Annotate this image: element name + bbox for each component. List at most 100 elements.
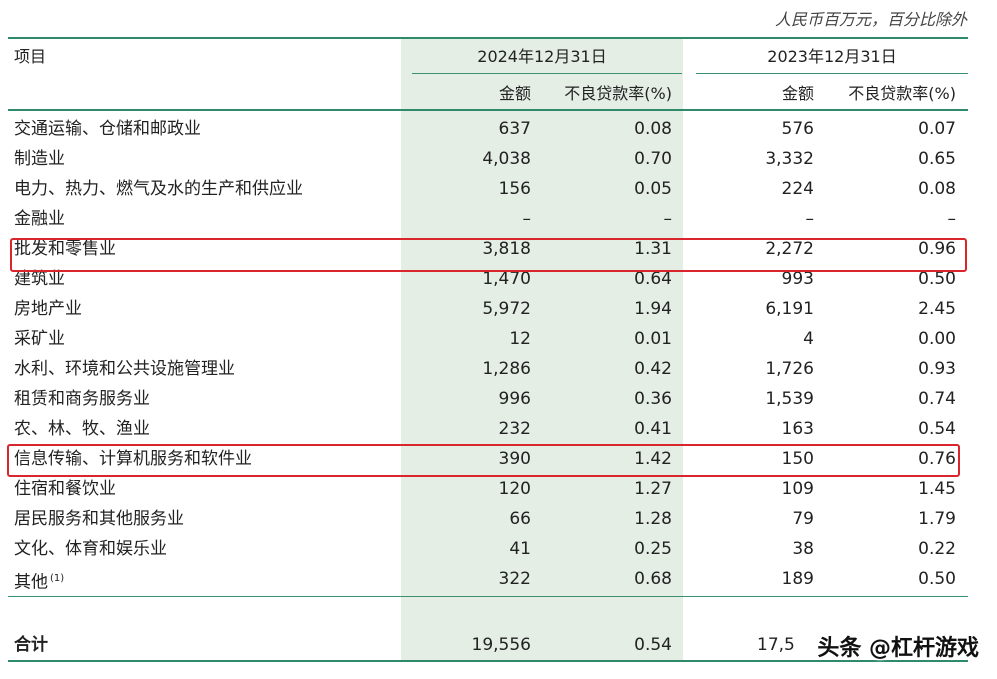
npl-ratio-2023: 0.96: [918, 239, 956, 259]
row-label: 金融业: [14, 209, 65, 229]
header-amount-2023: 金额: [781, 84, 814, 103]
row-label: 电力、热力、燃气及水的生产和供应业: [14, 179, 303, 199]
header-amount-2024: 金额: [498, 84, 531, 103]
amount-2024: 4,038: [482, 149, 531, 169]
amount-2024: 996: [498, 389, 531, 409]
npl-ratio-2024: 1.31: [634, 239, 672, 259]
npl-ratio-2023: 1.45: [918, 479, 956, 499]
amount-2024: 1,470: [482, 269, 531, 289]
npl-ratio-2023: –: [947, 209, 957, 229]
npl-ratio-2024: 0.08: [634, 119, 672, 139]
npl-ratio-2023: 0.08: [918, 179, 956, 199]
npl-ratio-2023: 0.00: [918, 329, 956, 349]
header-item-label: 项目: [14, 47, 47, 66]
npl-ratio-2024: 0.25: [634, 539, 672, 559]
header-bottom-rule: [8, 109, 968, 111]
npl-ratio-2024: 0.42: [634, 359, 672, 379]
amount-2023: –: [805, 209, 815, 229]
total-amount-2023: 17,5: [757, 635, 795, 655]
amount-2023: 189: [781, 569, 814, 589]
npl-ratio-2024: 1.28: [634, 509, 672, 529]
npl-ratio-2024: 0.68: [634, 569, 672, 589]
amount-2024: 3,818: [482, 239, 531, 259]
npl-ratio-2024: 0.01: [634, 329, 672, 349]
header-npl-ratio-2024: 不良贷款率(%): [564, 84, 672, 103]
npl-ratio-2023: 0.54: [918, 419, 956, 439]
bottom-rule: [8, 660, 968, 662]
header-period-2024: 2024年12月31日: [477, 47, 607, 66]
pre-total-rule: [8, 596, 968, 597]
npl-ratio-2023: 0.93: [918, 359, 956, 379]
highlight-column-2024: [401, 38, 683, 661]
footnote-marker: (1): [50, 573, 65, 584]
row-label: 水利、环境和公共设施管理业: [14, 359, 235, 379]
amount-2023: 79: [792, 509, 814, 529]
amount-2023: 109: [781, 479, 814, 499]
header-period-2023: 2023年12月31日: [767, 47, 897, 66]
row-label: 其他 (1): [14, 569, 64, 593]
amount-2023: 150: [781, 449, 814, 469]
amount-2023: 38: [792, 539, 814, 559]
npl-ratio-2024: 0.36: [634, 389, 672, 409]
amount-2024: 637: [498, 119, 531, 139]
amount-2023: 2,272: [765, 239, 814, 259]
amount-2024: 41: [509, 539, 531, 559]
total-label: 合计: [14, 635, 48, 655]
amount-2023: 576: [781, 119, 814, 139]
npl-ratio-2024: 1.42: [634, 449, 672, 469]
watermark: 头条 @杠杆游戏: [817, 636, 979, 661]
npl-ratio-2024: 0.64: [634, 269, 672, 289]
total-npl-ratio-2024: 0.54: [634, 635, 672, 655]
amount-2023: 4: [803, 329, 814, 349]
highlight-box-wholesale-retail: [10, 238, 967, 272]
header-npl-ratio-2023: 不良贷款率(%): [848, 84, 956, 103]
npl-ratio-2024: 1.94: [634, 299, 672, 319]
amount-2024: 1,286: [482, 359, 531, 379]
amount-2023: 224: [781, 179, 814, 199]
npl-ratio-2023: 0.50: [918, 569, 956, 589]
amount-2024: 390: [498, 449, 531, 469]
amount-2023: 993: [781, 269, 814, 289]
npl-ratio-2023: 0.76: [918, 449, 956, 469]
npl-ratio-2024: 1.27: [634, 479, 672, 499]
row-label: 交通运输、仓储和邮政业: [14, 119, 201, 139]
row-label: 信息传输、计算机服务和软件业: [14, 449, 252, 469]
amount-2024: 322: [498, 569, 531, 589]
amount-2023: 1,726: [765, 359, 814, 379]
amount-2023: 6,191: [765, 299, 814, 319]
npl-ratio-2023: 0.50: [918, 269, 956, 289]
amount-2024: 120: [498, 479, 531, 499]
amount-2023: 1,539: [765, 389, 814, 409]
npl-ratio-2024: 0.70: [634, 149, 672, 169]
amount-2023: 3,332: [765, 149, 814, 169]
amount-2024: –: [522, 209, 532, 229]
row-label: 建筑业: [14, 269, 65, 289]
row-label-text: 其他: [14, 572, 48, 593]
row-label: 文化、体育和娱乐业: [14, 539, 167, 559]
npl-ratio-2023: 0.22: [918, 539, 956, 559]
row-label: 住宿和餐饮业: [14, 479, 116, 499]
amount-2024: 12: [509, 329, 531, 349]
row-label: 农、林、牧、渔业: [14, 419, 150, 439]
npl-ratio-2023: 0.07: [918, 119, 956, 139]
unit-note: 人民币百万元，百分比除外: [774, 10, 967, 29]
row-label: 批发和零售业: [14, 239, 116, 259]
highlight-box-it-software: [7, 444, 960, 477]
npl-ratio-2024: –: [663, 209, 673, 229]
row-label: 居民服务和其他服务业: [14, 509, 184, 529]
npl-ratio-2023: 0.74: [918, 389, 956, 409]
period-2023-underline: [696, 73, 968, 74]
row-label: 租赁和商务服务业: [14, 389, 150, 409]
amount-2024: 232: [498, 419, 531, 439]
top-rule: [8, 37, 968, 39]
amount-2023: 163: [781, 419, 814, 439]
row-label: 房地产业: [14, 299, 82, 319]
amount-2024: 156: [498, 179, 531, 199]
period-2024-underline: [412, 73, 682, 74]
total-amount-2024: 19,556: [471, 635, 531, 655]
npl-ratio-2023: 2.45: [918, 299, 956, 319]
row-label: 制造业: [14, 149, 65, 169]
amount-2024: 66: [509, 509, 531, 529]
amount-2024: 5,972: [482, 299, 531, 319]
npl-ratio-2024: 0.05: [634, 179, 672, 199]
